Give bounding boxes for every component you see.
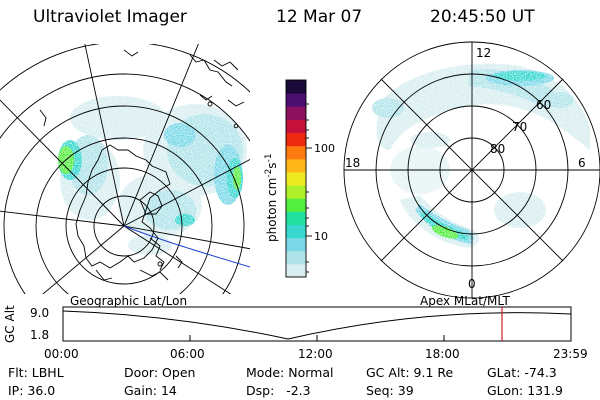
time-label: 20:45:50 UT (430, 7, 535, 27)
left-emission (0, 44, 250, 294)
param-gain: Gain: 14 (124, 383, 177, 398)
colorbar-step (286, 158, 306, 173)
mlat-label-60: 60 (536, 98, 551, 112)
colorbar-step (286, 171, 306, 186)
latitude-circles (0, 44, 250, 294)
param-dsp: Dsp: -2.3 (246, 383, 311, 398)
timeline-ymax: 9.0 (30, 306, 49, 320)
colorbar-step (286, 250, 306, 265)
date-label: 12 Mar 07 (276, 7, 363, 27)
right-projection-label: Apex MLat/MLT (420, 294, 510, 308)
colorbar-step (286, 198, 306, 212)
altitude-timeline: GC Alt 9.0 1.8 Geographic Lat/Lon Apex M… (3, 294, 588, 361)
terminator-line (123, 225, 250, 268)
param-glon: GLon: 131.9 (487, 383, 563, 398)
timeline-tick-0600: 06:00 (170, 347, 205, 361)
colorbar-tick-10: 10 (314, 230, 328, 243)
timeline-tick-1800: 18:00 (425, 347, 460, 361)
timeline-tick-2359: 23:59 (553, 347, 588, 361)
colorbar-step (286, 80, 306, 94)
instrument-title: Ultraviolet Imager (33, 7, 187, 27)
timeline-axis-title: GC Alt (3, 305, 17, 343)
colorbar-step (286, 145, 306, 160)
param-mode: Mode: Normal (246, 365, 334, 380)
mlt-label-18: 18 (345, 156, 360, 170)
altitude-curve (62, 310, 572, 340)
colorbar-step (286, 119, 306, 134)
mlt-label-0: 0 (468, 277, 476, 291)
colorbar-step (286, 185, 306, 199)
coastlines (39, 49, 245, 281)
param-seq: Seq: 39 (366, 383, 414, 398)
param-flt: Flt: LBHL (8, 365, 64, 380)
apex-dial: 12 0 18 6 60 70 80 (343, 41, 600, 299)
colorbar-step (286, 132, 306, 147)
mlat-label-80: 80 (490, 142, 505, 156)
param-glat: GLat: -74.3 (487, 365, 557, 380)
mlat-label-70: 70 (512, 120, 527, 134)
timeline-ymin: 1.8 (30, 328, 49, 342)
colorbar-step (286, 93, 306, 107)
param-gc-alt: GC Alt: 9.1 Re (366, 365, 454, 380)
colorbar-step (286, 224, 306, 239)
param-ip: IP: 36.0 (8, 383, 56, 398)
colorbar-step (286, 211, 306, 225)
color-scale: 100 10 photon cm-2s-1 (264, 79, 335, 278)
param-door: Door: Open (124, 365, 196, 380)
geographic-map (0, 44, 250, 294)
colorbar-unit-label: photon cm-2s-1 (264, 153, 279, 242)
colorbar-step (286, 263, 306, 278)
timeline-tick-0000: 00:00 (44, 347, 79, 361)
colorbar-step (286, 106, 306, 120)
colorbar-tick-100: 100 (314, 142, 335, 155)
mlt-label-12: 12 (476, 46, 491, 60)
left-projection-label: Geographic Lat/Lon (70, 294, 187, 308)
mlt-label-6: 6 (578, 156, 586, 170)
timeline-tick-1200: 12:00 (298, 347, 333, 361)
meridians (0, 44, 250, 294)
colorbar-step (286, 237, 306, 252)
